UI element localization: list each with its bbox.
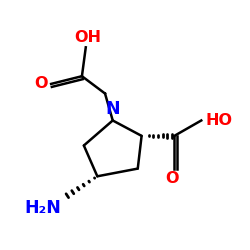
Text: HO: HO [205, 113, 232, 128]
Text: O: O [166, 172, 179, 186]
Text: H₂N: H₂N [24, 200, 61, 218]
Text: O: O [34, 76, 47, 92]
Text: N: N [106, 100, 120, 117]
Text: OH: OH [74, 30, 101, 46]
